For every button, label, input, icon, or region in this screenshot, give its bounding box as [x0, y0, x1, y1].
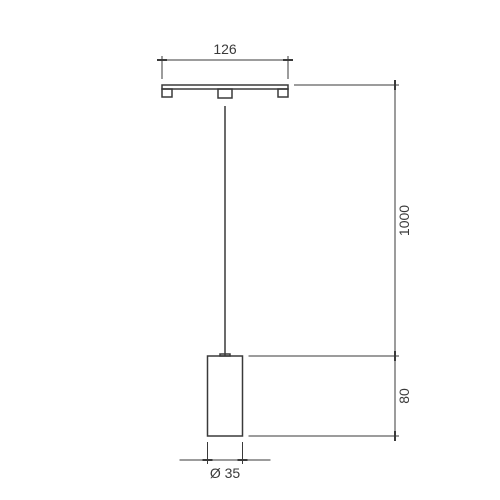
dim-label-drop: 1000	[396, 205, 412, 236]
dim-label-diameter: Ø 35	[210, 465, 241, 481]
canopy-flange-right	[278, 89, 288, 97]
dim-label-socket-height: 80	[396, 388, 412, 404]
dim-label-canopy-width: 126	[213, 41, 237, 57]
pendant-lamp-dimension-drawing: 126 1000 80 Ø 35	[0, 0, 500, 500]
lamp-socket	[208, 356, 243, 436]
canopy-connector	[218, 89, 232, 98]
canopy-flange-left	[162, 89, 172, 97]
